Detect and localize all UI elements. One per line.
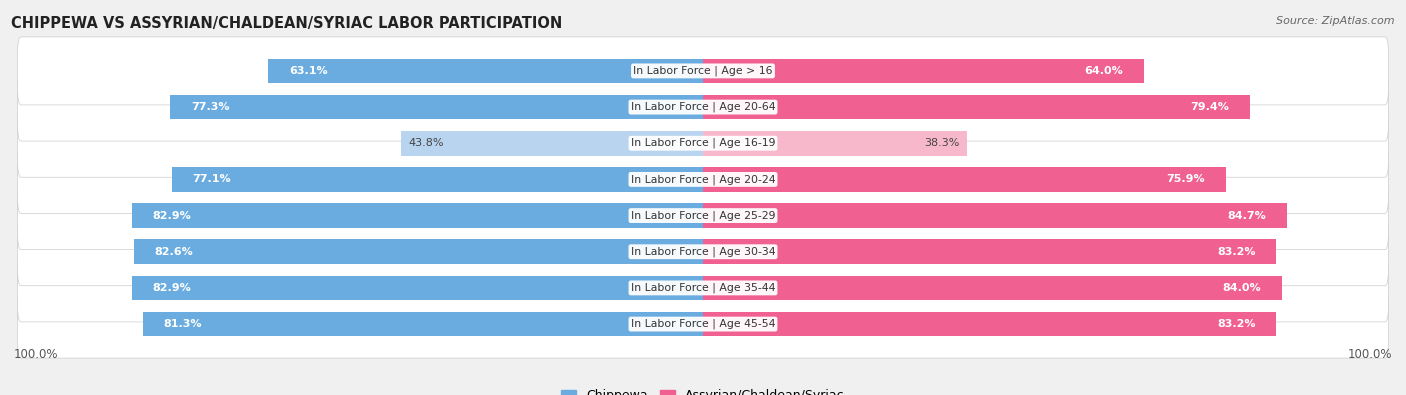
Text: In Labor Force | Age 20-24: In Labor Force | Age 20-24 [631,174,775,185]
Text: 100.0%: 100.0% [1347,348,1392,361]
Text: In Labor Force | Age 30-34: In Labor Force | Age 30-34 [631,246,775,257]
Bar [132,276,703,300]
FancyBboxPatch shape [17,254,1389,322]
Text: 81.3%: 81.3% [163,319,202,329]
FancyBboxPatch shape [17,182,1389,250]
Text: CHIPPEWA VS ASSYRIAN/CHALDEAN/SYRIAC LABOR PARTICIPATION: CHIPPEWA VS ASSYRIAN/CHALDEAN/SYRIAC LAB… [11,16,562,31]
Text: 84.0%: 84.0% [1222,283,1261,293]
Bar [703,312,1277,337]
FancyBboxPatch shape [17,37,1389,105]
Text: In Labor Force | Age 25-29: In Labor Force | Age 25-29 [631,210,775,221]
Bar [703,95,1250,119]
Legend: Chippewa, Assyrian/Chaldean/Syriac: Chippewa, Assyrian/Chaldean/Syriac [557,384,849,395]
Text: 43.8%: 43.8% [408,138,444,148]
Text: 77.3%: 77.3% [191,102,229,112]
Bar [170,95,703,119]
Bar [703,131,967,156]
FancyBboxPatch shape [17,73,1389,141]
Bar [401,131,703,156]
Text: 82.9%: 82.9% [152,283,191,293]
Text: In Labor Force | Age 16-19: In Labor Force | Age 16-19 [631,138,775,149]
Text: 79.4%: 79.4% [1191,102,1229,112]
Text: 38.3%: 38.3% [925,138,960,148]
Text: 83.2%: 83.2% [1218,247,1256,257]
Text: In Labor Force | Age 20-64: In Labor Force | Age 20-64 [631,102,775,112]
Bar [703,58,1144,83]
Bar [134,239,703,264]
Text: 83.2%: 83.2% [1218,319,1256,329]
Bar [703,276,1282,300]
Bar [269,58,703,83]
Text: 84.7%: 84.7% [1227,211,1265,220]
FancyBboxPatch shape [17,109,1389,177]
Text: In Labor Force | Age > 16: In Labor Force | Age > 16 [633,66,773,76]
Bar [143,312,703,337]
Text: 75.9%: 75.9% [1167,175,1205,184]
Bar [132,203,703,228]
Text: 100.0%: 100.0% [14,348,59,361]
Text: 82.6%: 82.6% [155,247,194,257]
Text: In Labor Force | Age 35-44: In Labor Force | Age 35-44 [631,283,775,293]
Bar [703,203,1286,228]
Text: 82.9%: 82.9% [152,211,191,220]
Text: Source: ZipAtlas.com: Source: ZipAtlas.com [1277,16,1395,26]
Text: In Labor Force | Age 45-54: In Labor Force | Age 45-54 [631,319,775,329]
FancyBboxPatch shape [17,145,1389,213]
Bar [703,239,1277,264]
Bar [703,167,1226,192]
Bar [172,167,703,192]
FancyBboxPatch shape [17,218,1389,286]
Text: 63.1%: 63.1% [290,66,328,76]
FancyBboxPatch shape [17,290,1389,358]
Text: 77.1%: 77.1% [193,175,231,184]
Text: 64.0%: 64.0% [1084,66,1123,76]
